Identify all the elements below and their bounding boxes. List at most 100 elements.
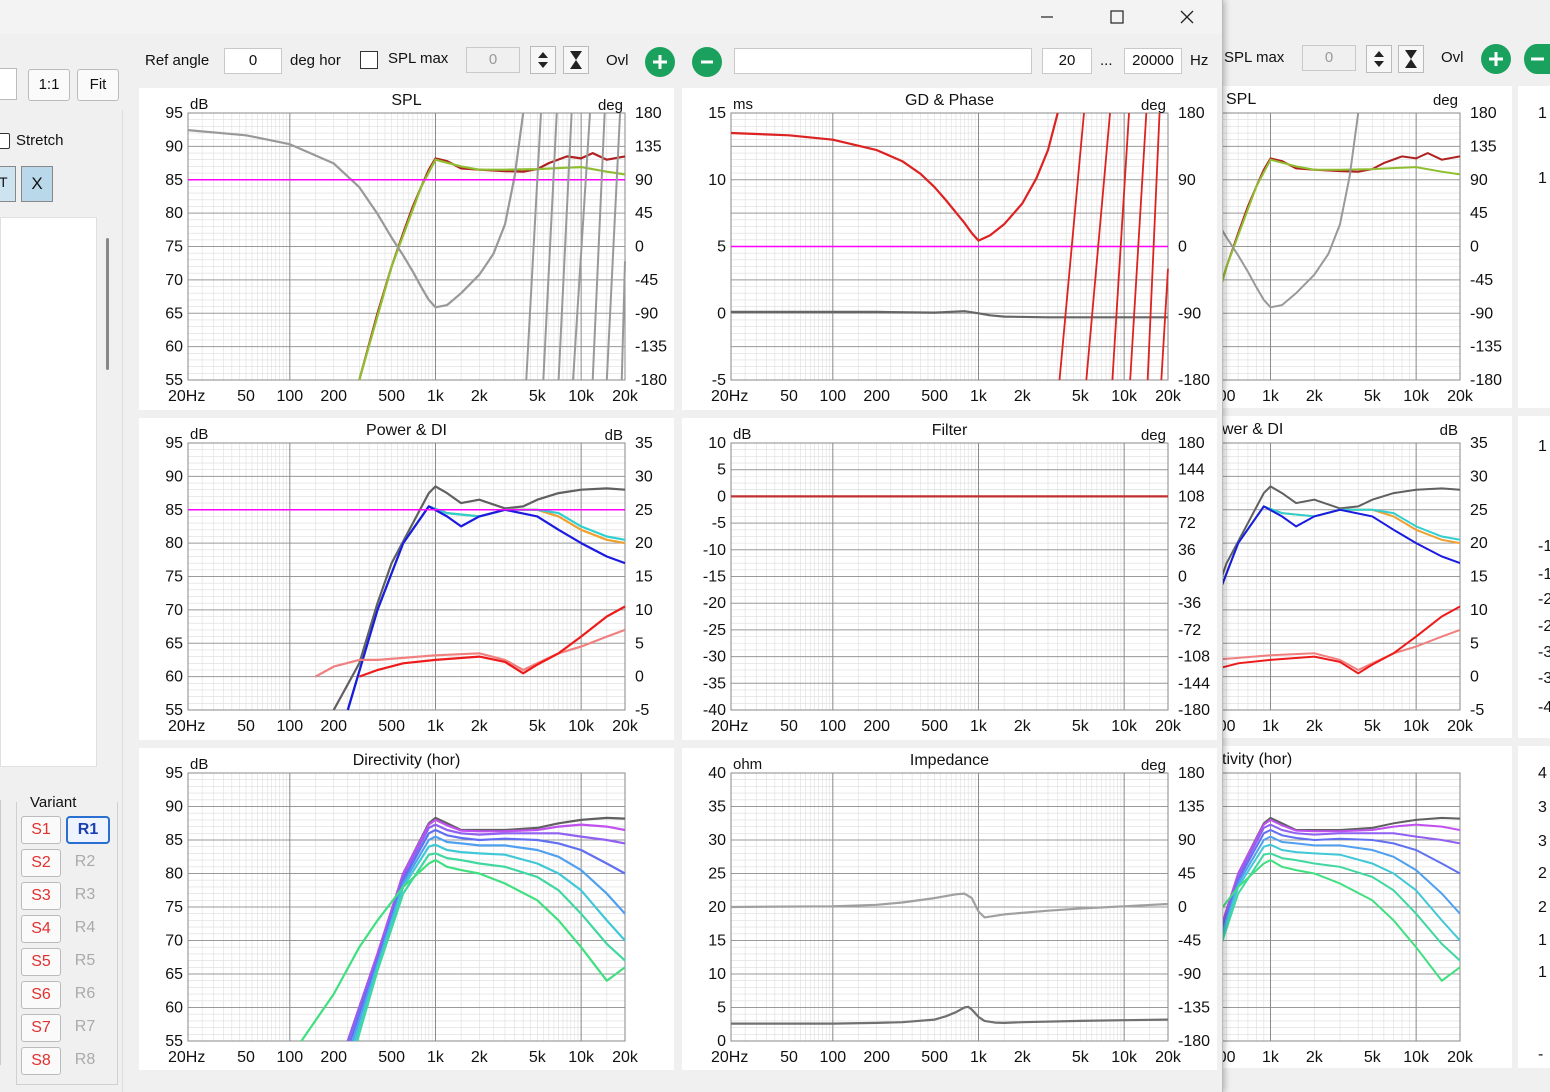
y2-tick-label: -5 (635, 702, 649, 719)
bg-updown-icon[interactable] (1366, 45, 1392, 73)
y-tick-label: -15 (703, 569, 726, 586)
zoom-field[interactable] (0, 68, 17, 100)
variant-r5-button[interactable]: R5 (74, 952, 96, 969)
y2-tick-label: 36 (1178, 542, 1196, 559)
bg-edge-tick-label: -3 (1538, 670, 1550, 687)
bg-y2-tick-label: 0 (1470, 669, 1479, 686)
x-tick-label: 500 (921, 1049, 948, 1066)
series-line (351, 835, 626, 1042)
y2-tick-label: 90 (635, 172, 653, 189)
bg-series-line (1222, 505, 1460, 588)
variant-r7-button[interactable]: R7 (74, 1018, 96, 1035)
variant-r3-button[interactable]: R3 (74, 886, 96, 903)
minimize-button[interactable] (1012, 0, 1082, 34)
variant-s4-button[interactable]: S4 (21, 915, 61, 943)
driver-list[interactable] (0, 217, 97, 767)
bg-edge-tick-label: 2 (1538, 865, 1547, 882)
x-tick-label: 100 (819, 1049, 846, 1066)
remove-overlay-button[interactable] (692, 47, 722, 77)
list-scrollbar[interactable] (106, 238, 109, 370)
y2-tick-label: 0 (635, 669, 644, 686)
x-tick-label: 10k (568, 388, 595, 405)
variant-r8-button[interactable]: R8 (74, 1051, 96, 1068)
spl-max-checkbox[interactable] (360, 51, 378, 69)
add-overlay-button[interactable] (645, 47, 675, 77)
x-tick-label: 2k (1014, 718, 1032, 735)
series-line (730, 112, 1059, 242)
variant-s5-button[interactable]: S5 (21, 948, 61, 976)
chart-2: Power & DI dB dB 95 90 85 80 75 70 65 60 55 35 30 25 20… (139, 418, 674, 740)
variant-s7-button[interactable]: S7 (21, 1014, 61, 1042)
y2-tick-label: -144 (1178, 675, 1210, 692)
variant-r2-button[interactable]: R2 (74, 853, 96, 870)
y-unit-label: dB (190, 756, 208, 773)
x-button[interactable]: X (21, 166, 53, 202)
bg-x-tick-label: 2k (1306, 388, 1324, 405)
freq-to-field[interactable]: 20000 (1124, 48, 1182, 74)
freq-from-field[interactable]: 20 (1042, 48, 1092, 74)
y-tick-label: 10 (708, 966, 726, 983)
y2-tick-label: 135 (1178, 799, 1205, 816)
x-tick-label: 50 (237, 388, 255, 405)
y2-tick-label: 0 (635, 239, 644, 256)
y-tick-label: 75 (165, 569, 183, 586)
variant-s6-button[interactable]: S6 (21, 981, 61, 1009)
y2-tick-label: 35 (635, 435, 653, 452)
bg-minus-icon[interactable] (1524, 44, 1550, 74)
series-line (346, 818, 626, 1042)
series-line (353, 843, 626, 1042)
left-edge-button[interactable]: T (0, 166, 16, 202)
stretch-checkbox[interactable] (0, 133, 10, 149)
y-tick-label: 65 (165, 635, 183, 652)
bg-edge-tick-label: 2 (1538, 899, 1547, 916)
x-tick-label: 200 (320, 388, 347, 405)
y-tick-label: -40 (703, 702, 726, 719)
variant-s1-button[interactable]: S1 (21, 816, 61, 844)
variant-s3-button[interactable]: S3 (21, 882, 61, 910)
y2-tick-label: 0 (1178, 569, 1187, 586)
variant-r1-button[interactable]: R1 (66, 816, 110, 844)
spl-max-field[interactable]: 0 (466, 47, 520, 73)
bg-series-line (1222, 628, 1460, 672)
spl-max-label: SPL max (388, 50, 449, 67)
bg-spl-max-field[interactable]: 0 (1302, 45, 1356, 71)
bg-x-tick-label: 20k (1447, 718, 1474, 735)
x-tick-label: 20k (1155, 388, 1182, 405)
bg-edge-tick-label: -2 (1538, 618, 1550, 635)
close-button[interactable] (1152, 0, 1222, 34)
bg-y2-tick-label: 0 (1470, 239, 1479, 256)
one-to-one-button[interactable]: 1:1 (28, 69, 70, 101)
maximize-button[interactable] (1082, 0, 1152, 34)
y2-tick-label: -72 (1178, 622, 1201, 639)
overlay-name-field[interactable] (734, 48, 1032, 74)
bg-edge-tick-label: 1 (1538, 170, 1547, 187)
y2-tick-label: -135 (635, 339, 667, 356)
hz-label: Hz (1190, 52, 1209, 69)
y2-unit-label: deg (1141, 427, 1166, 444)
bg-y2-tick-label: 90 (1470, 172, 1488, 189)
x-tick-label: 50 (237, 1049, 255, 1066)
variant-s8-button[interactable]: S8 (21, 1047, 61, 1075)
variant-s2-button[interactable]: S2 (21, 849, 61, 877)
variant-r6-button[interactable]: R6 (74, 985, 96, 1002)
bg-hourglass-icon[interactable] (1398, 45, 1424, 73)
x-tick-label: 2k (1014, 388, 1032, 405)
chart-title: GD & Phase (905, 92, 994, 109)
updown-button[interactable] (530, 46, 556, 74)
x-tick-label: 200 (320, 1049, 347, 1066)
bg-plus-icon[interactable] (1481, 44, 1511, 74)
y2-tick-label: -36 (1178, 595, 1201, 612)
x-tick-label: 2k (471, 718, 489, 735)
x-tick-label: 20Hz (168, 718, 205, 735)
x-tick-label: 1k (427, 388, 445, 405)
ref-angle-field[interactable]: 0 (224, 48, 282, 74)
x-tick-label: 100 (276, 1049, 303, 1066)
variant-r4-button[interactable]: R4 (74, 919, 96, 936)
x-tick-label: 10k (568, 718, 595, 735)
hourglass-button[interactable] (563, 46, 589, 74)
bg-y2-tick-label: 15 (1470, 569, 1488, 586)
fit-button[interactable]: Fit (77, 69, 119, 101)
bg-edge-tick-label: 1 (1538, 105, 1547, 122)
bg-x-tick-label: 00 (1222, 388, 1236, 405)
series-line (332, 485, 626, 711)
